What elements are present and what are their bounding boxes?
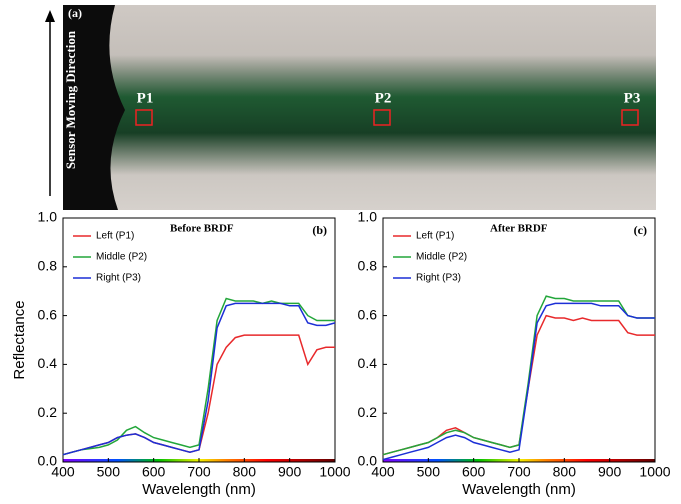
point-box — [135, 109, 153, 126]
series-line — [62, 302, 336, 456]
photo — [63, 5, 656, 210]
x-tick-label: 800 — [553, 464, 577, 480]
x-tick-label: 600 — [142, 464, 166, 480]
legend-label: Middle (P2) — [416, 252, 467, 263]
y-tick-label: 0.8 — [358, 258, 378, 274]
series-line — [382, 314, 655, 456]
y-tick-label: 0.2 — [358, 404, 378, 420]
arrow-head — [45, 10, 55, 22]
x-tick-label: 400 — [371, 464, 395, 480]
y-tick-label: 1.0 — [358, 209, 378, 225]
series-line — [62, 334, 335, 456]
y-tick-label: 0.0 — [38, 453, 58, 469]
panel-label: (b) — [312, 223, 327, 237]
plot-frame — [62, 217, 336, 463]
x-tick-label: 400 — [51, 464, 75, 480]
x-tick-label: 700 — [507, 464, 531, 480]
point-label: P3 — [624, 90, 641, 106]
x-tick-label: 1000 — [639, 464, 670, 480]
point-box — [373, 109, 391, 126]
x-tick-label: 500 — [417, 464, 441, 480]
x-tick-label: 600 — [462, 464, 486, 480]
y-tick-label: 0.6 — [38, 306, 58, 322]
panel-label: (a) — [68, 6, 82, 20]
y-tick-label: 0.4 — [358, 355, 378, 371]
point-label: P1 — [137, 90, 154, 106]
series-line — [382, 302, 655, 461]
x-tick-label: 900 — [598, 464, 622, 480]
legend-label: Middle (P2) — [96, 252, 147, 263]
y-tick-label: 0.6 — [358, 306, 378, 322]
chart-title: After BRDF — [490, 223, 548, 235]
y-tick-label: 0.0 — [358, 453, 378, 469]
y-tick-label: 0.2 — [38, 404, 58, 420]
point-box — [621, 109, 639, 126]
x-tick-label: 1000 — [319, 464, 350, 480]
panel-label: (c) — [634, 223, 647, 237]
x-tick-label: 900 — [278, 464, 302, 480]
point-label: P2 — [375, 90, 392, 106]
legend-label: Right (P3) — [416, 273, 461, 284]
legend-label: Right (P3) — [96, 273, 141, 284]
plot-frame — [382, 217, 656, 463]
y-tick-label: 1.0 — [38, 209, 58, 225]
x-axis-label: Wavelength (nm) — [142, 481, 256, 498]
legend-label: Left (P1) — [416, 231, 454, 242]
arrow-label: Sensor Moving Direction — [63, 30, 78, 169]
y-axis-label: Reflectance — [11, 300, 28, 379]
x-tick-label: 800 — [233, 464, 257, 480]
series-line — [62, 297, 335, 456]
legend-label: Left (P1) — [96, 231, 134, 242]
x-tick-label: 700 — [187, 464, 211, 480]
y-tick-label: 0.4 — [38, 355, 58, 371]
chart-title: Before BRDF — [170, 223, 234, 235]
x-tick-label: 500 — [97, 464, 121, 480]
y-tick-label: 0.8 — [38, 258, 58, 274]
x-axis-label: Wavelength (nm) — [462, 481, 576, 498]
